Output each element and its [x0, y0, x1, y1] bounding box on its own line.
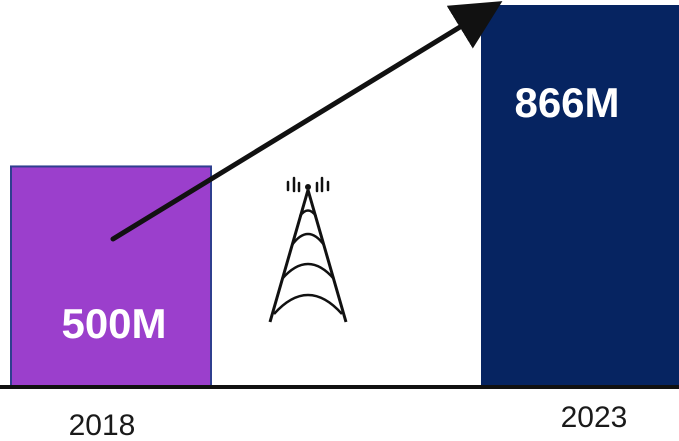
bar-2023: [481, 5, 679, 387]
bar-2018: [10, 165, 212, 388]
data-label-2023: 866M: [514, 79, 619, 126]
cell-tower-icon: [268, 176, 348, 323]
data-label-2018: 500M: [61, 300, 166, 347]
growth-arrow: [110, 1, 503, 242]
x-tick-label-2023: 2023: [561, 401, 628, 434]
x-tick-label-2018: 2018: [69, 409, 136, 441]
